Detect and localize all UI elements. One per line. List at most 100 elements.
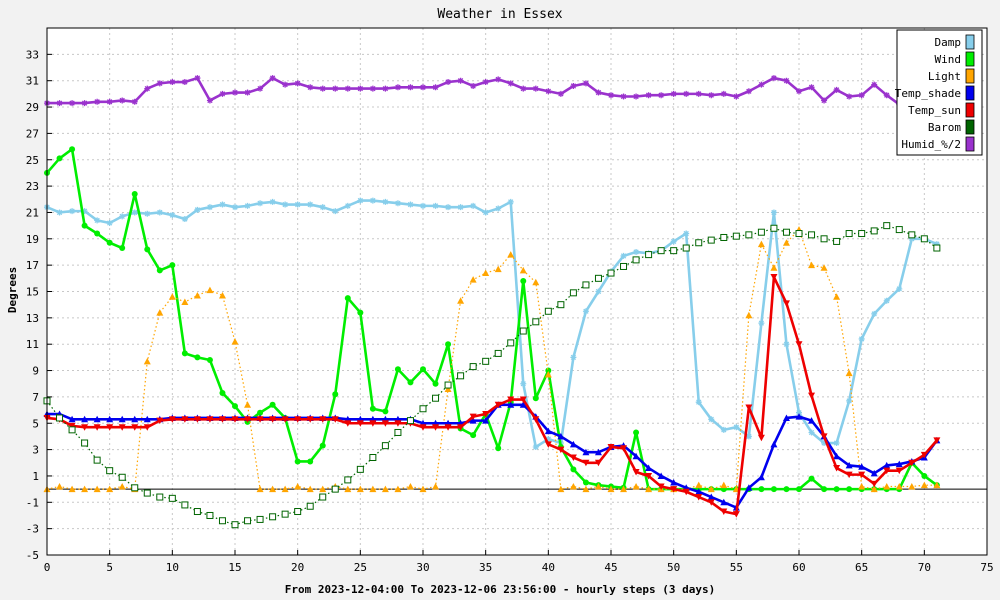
data-point	[720, 481, 728, 489]
data-point	[119, 245, 126, 252]
data-point	[708, 416, 715, 423]
data-point	[457, 372, 465, 380]
grid-layer	[46, 28, 988, 556]
data-point	[432, 202, 439, 209]
data-point	[594, 482, 602, 490]
data-point	[494, 349, 502, 357]
data-point	[833, 452, 841, 460]
data-point	[920, 481, 928, 489]
data-point	[495, 205, 502, 212]
data-point	[720, 508, 728, 516]
data-point	[632, 482, 640, 490]
data-point	[282, 81, 289, 88]
data-point	[595, 288, 602, 295]
series-layer	[43, 75, 941, 529]
data-point	[382, 198, 389, 205]
data-point	[307, 201, 314, 208]
x-tick-label: 40	[542, 561, 555, 574]
data-point	[445, 204, 452, 211]
data-point	[56, 209, 63, 216]
data-point	[81, 208, 88, 215]
data-point	[181, 298, 189, 306]
data-point	[745, 311, 753, 319]
data-point	[131, 191, 138, 198]
data-point	[419, 485, 427, 493]
y-tick-label: 15	[26, 286, 39, 299]
data-point	[118, 424, 126, 431]
data-point	[770, 224, 778, 232]
data-point	[219, 389, 226, 396]
legend: Damp Wind Light Temp_shade Temp_sun Barom Humi…	[895, 29, 983, 156]
data-point	[770, 274, 778, 281]
data-point	[357, 309, 364, 316]
data-point	[269, 75, 276, 82]
series-barom	[43, 222, 941, 529]
data-point	[432, 482, 440, 490]
data-point	[181, 350, 188, 357]
legend-swatch	[965, 119, 975, 135]
data-point	[81, 100, 88, 107]
data-point	[232, 89, 238, 96]
data-point	[482, 411, 490, 418]
data-point	[81, 415, 89, 423]
data-point	[707, 499, 715, 506]
data-point	[244, 416, 252, 423]
data-point	[168, 293, 176, 300]
data-point	[369, 85, 376, 92]
data-point	[757, 240, 765, 248]
y-tick-label: -3	[26, 523, 39, 536]
data-point	[294, 508, 302, 516]
data-point	[294, 482, 302, 490]
data-point	[720, 426, 727, 433]
data-point	[131, 424, 139, 431]
data-point	[870, 480, 878, 488]
x-tick-label: 15	[228, 561, 241, 574]
data-point	[520, 85, 527, 92]
data-point	[106, 239, 113, 246]
data-point	[833, 465, 841, 472]
data-point	[56, 100, 63, 107]
data-point	[93, 424, 101, 431]
data-point	[557, 90, 564, 97]
y-tick-label: 33	[26, 48, 39, 61]
data-point	[269, 198, 276, 205]
data-point	[920, 451, 928, 459]
data-point	[895, 467, 903, 475]
y-tick-label: 5	[32, 417, 39, 430]
data-point	[394, 200, 401, 207]
data-point	[557, 446, 565, 454]
data-point	[745, 231, 753, 239]
data-point	[269, 416, 277, 423]
legend-swatch	[965, 68, 975, 84]
data-point	[381, 485, 389, 493]
data-point	[846, 93, 853, 100]
chart-title: Weather in Essex	[437, 7, 562, 22]
data-point	[106, 415, 114, 423]
data-point	[495, 445, 502, 452]
data-point	[645, 485, 653, 493]
data-point	[633, 429, 640, 436]
data-point	[156, 267, 163, 274]
data-point	[432, 394, 440, 402]
data-point	[168, 494, 176, 502]
data-point	[858, 463, 866, 470]
data-point	[206, 286, 214, 294]
legend-swatch	[965, 51, 975, 67]
data-point	[795, 413, 803, 420]
data-point	[745, 484, 753, 491]
data-point	[883, 92, 890, 99]
data-point	[457, 297, 465, 304]
x-tick-label: 5	[106, 561, 113, 574]
legend-swatch	[965, 34, 975, 50]
data-point	[707, 236, 715, 244]
data-point	[683, 230, 690, 237]
data-point	[256, 515, 264, 523]
x-tick-label: 20	[291, 561, 304, 574]
data-point	[682, 244, 690, 252]
y-tick-label: 23	[26, 180, 39, 193]
data-point	[444, 424, 452, 431]
data-point	[256, 416, 264, 423]
data-point	[569, 454, 577, 462]
data-point	[244, 401, 252, 408]
data-point	[620, 445, 628, 452]
